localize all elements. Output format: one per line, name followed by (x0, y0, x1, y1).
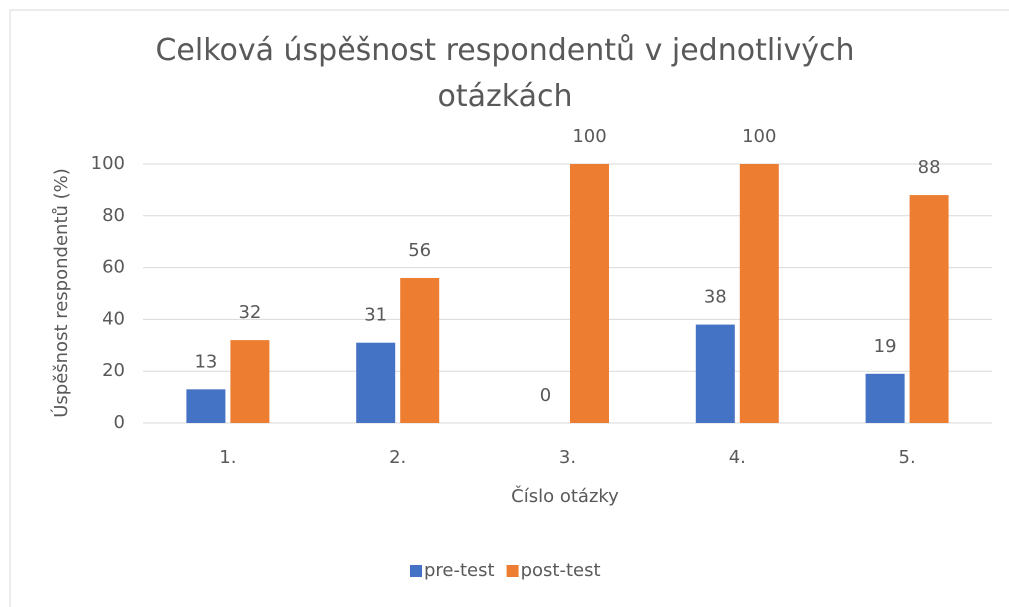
x-tick-label: 3. (559, 447, 576, 468)
bar (695, 324, 735, 423)
bar (865, 373, 905, 423)
data-label: 13 (194, 351, 217, 372)
x-axis-label: Číslo otázky (511, 485, 619, 507)
y-tick-label: 0 (114, 412, 125, 433)
bar (186, 389, 226, 423)
y-tick-label: 40 (102, 308, 125, 329)
chart-border (9, 9, 1009, 607)
data-label: 19 (874, 336, 897, 357)
bar (570, 164, 609, 423)
bar (739, 164, 779, 423)
chart-title: Celková úspěšnost respondentů v jednotli… (155, 33, 855, 114)
x-tick-label: 5. (899, 447, 916, 468)
x-tick-label: 4. (729, 447, 746, 468)
data-label: 0 (540, 385, 551, 406)
data-label: 56 (408, 240, 431, 261)
data-label: 100 (742, 126, 776, 147)
y-tick-label: 80 (102, 205, 125, 226)
y-axis-label: Úspěšnost respondentů (%) (50, 168, 72, 418)
y-tick-label: 100 (91, 153, 125, 174)
data-label: 38 (704, 287, 727, 308)
legend-label: pre-test (424, 560, 495, 581)
bar (909, 195, 949, 423)
legend-swatch (506, 565, 519, 577)
legend-swatch (410, 565, 422, 577)
x-tick-label: 1. (219, 447, 236, 468)
data-label: 32 (238, 302, 261, 323)
legend-label: post-test (521, 560, 601, 581)
data-label: 31 (364, 305, 387, 326)
bar (400, 277, 440, 423)
bar (230, 340, 270, 423)
bar (356, 342, 396, 423)
x-tick-label: 2. (389, 447, 406, 468)
y-tick-label: 20 (102, 360, 125, 381)
data-label: 100 (572, 126, 606, 147)
y-tick-label: 60 (102, 257, 125, 278)
data-label: 88 (918, 157, 941, 178)
